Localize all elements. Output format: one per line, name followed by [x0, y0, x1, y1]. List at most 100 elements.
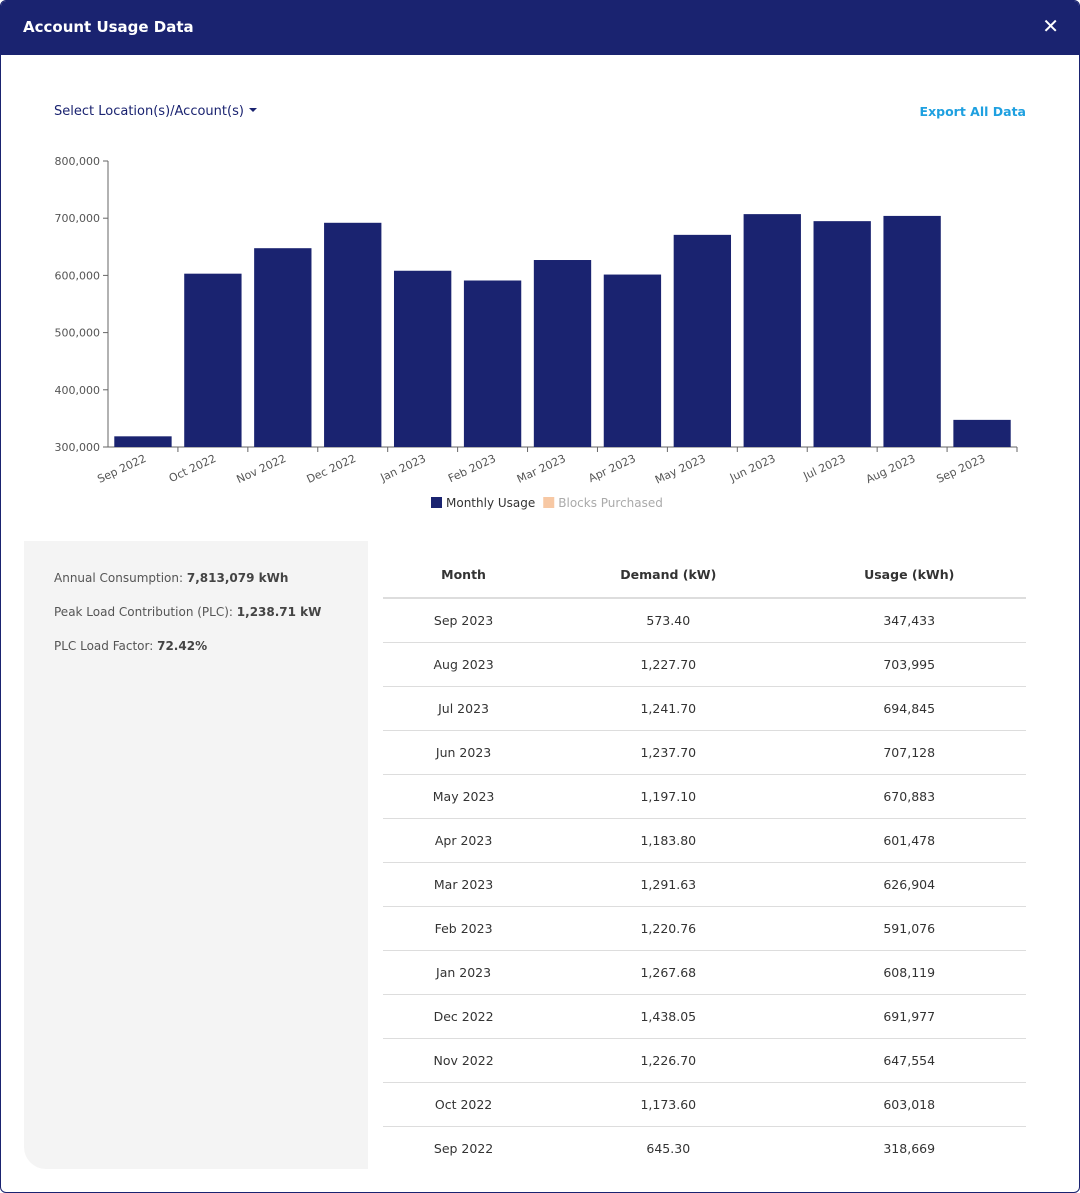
y-tick-label: 700,000	[55, 212, 101, 225]
table-cell: 707,128	[792, 730, 1026, 775]
x-tick-label: Jun 2023	[727, 452, 778, 485]
y-tick-label: 500,000	[55, 327, 101, 340]
table-row: Jan 2023 1,267.68 608,119	[383, 950, 1026, 995]
table-cell: 691,977	[792, 994, 1026, 1039]
bar	[533, 260, 592, 447]
bar	[463, 280, 522, 447]
bar	[114, 436, 172, 447]
export-link[interactable]: Export All Data	[919, 104, 1026, 119]
table-cell: 1,173.60	[544, 1082, 793, 1127]
x-tick-label: Jan 2023	[378, 452, 428, 485]
close-button[interactable]: ✕	[1042, 14, 1059, 38]
table-cell: 603,018	[792, 1082, 1026, 1127]
table-row: May 2023 1,197.10 670,883	[383, 774, 1026, 819]
table-cell: Nov 2022	[383, 1038, 545, 1083]
x-tick-label: Dec 2022	[305, 452, 358, 486]
table-cell: 573.40	[544, 598, 793, 643]
table-row: Sep 2023 573.40 347,433	[383, 598, 1026, 643]
table-cell: 1,197.10	[544, 774, 793, 819]
bar	[883, 215, 941, 447]
legend-swatch	[431, 497, 442, 508]
legend-label: Blocks Purchased	[558, 496, 663, 510]
bar	[184, 273, 242, 447]
table-cell: Feb 2023	[383, 906, 545, 951]
table-row: Aug 2023 1,227.70 703,995	[383, 642, 1026, 687]
summary-value: 1,238.71 kW	[236, 605, 322, 619]
table-row: Jun 2023 1,237.70 707,128	[383, 730, 1026, 775]
summary-item: Peak Load Contribution (PLC): 1,238.71 k…	[54, 605, 321, 619]
table-cell: 318,669	[883, 1141, 936, 1156]
y-tick-label: 300,000	[55, 441, 101, 454]
table-row: Mar 2023 1,291.63 626,904	[383, 862, 1026, 907]
table-cell: 1,237.70	[544, 730, 793, 775]
x-tick-label: Sep 2023	[934, 452, 987, 486]
table-cell: 1,220.76	[544, 906, 793, 951]
column-header: Usage (kWh)	[792, 551, 1026, 599]
table-cell: 591,076	[792, 906, 1026, 951]
summary-item: Annual Consumption: 7,813,079 kWh	[54, 571, 288, 585]
x-tick-label: Apr 2023	[586, 452, 637, 485]
x-tick-label: May 2023	[653, 452, 708, 487]
table-cell: 670,883	[792, 774, 1026, 819]
table-row: Oct 2022 1,173.60 603,018	[383, 1082, 1026, 1127]
table-cell: 1,291.63	[544, 862, 793, 907]
table-cell: 703,995	[792, 642, 1026, 687]
legend-label: Monthly Usage	[446, 496, 535, 510]
bar	[254, 248, 312, 447]
table-header: Month Demand (kW) Usage (kWh)	[383, 551, 1026, 599]
table-cell: 1,183.80	[544, 818, 793, 863]
column-header: Demand (kW)	[544, 551, 793, 599]
table-cell: 647,554	[792, 1038, 1026, 1083]
x-tick-label: Oct 2022	[167, 452, 218, 485]
usage-table: Month Demand (kW) Usage (kWh) Sep 2023 573.4…	[383, 551, 1026, 1170]
table-cell: 1,267.68	[544, 950, 793, 995]
table-cell: 1,438.05	[544, 994, 793, 1039]
table-cell: 1,226.70	[544, 1038, 793, 1083]
chart: 300,000 400,000 500,000 600,000 700,000 800,0…	[55, 155, 1018, 510]
table-row: Nov 2022 1,226.70 647,554	[383, 1038, 1026, 1083]
table-cell: 1,227.70	[544, 642, 793, 687]
x-tick-label: Aug 2023	[864, 452, 918, 486]
table-cell: 626,904	[792, 862, 1026, 907]
bar	[324, 222, 382, 447]
summary-label: Peak Load Contribution (PLC):	[54, 605, 233, 619]
table-cell: Oct 2022	[383, 1082, 545, 1127]
table-row: Feb 2023 1,220.76 591,076	[383, 906, 1026, 951]
bar	[953, 419, 1011, 447]
table-cell: May 2023	[383, 774, 545, 819]
y-tick-label: 800,000	[55, 155, 101, 168]
table-cell: 347,433	[792, 598, 1026, 643]
bar	[673, 234, 732, 447]
y-tick-label: 600,000	[55, 269, 101, 282]
table-cell: Jun 2023	[383, 730, 545, 775]
table-cell: 601,478	[792, 818, 1026, 863]
summary-item: PLC Load Factor: 72.42%	[54, 639, 207, 653]
table-cell: Sep 2023	[383, 598, 545, 643]
x-tick-label: Jul 2023	[800, 452, 847, 483]
table-cell: 694,845	[792, 686, 1026, 731]
table-cell: 1,241.70	[544, 686, 793, 731]
table-row: Apr 2023 1,183.80 601,478	[383, 818, 1026, 863]
summary-value: 7,813,079 kWh	[186, 571, 289, 585]
table-cell: 608,119	[792, 950, 1026, 995]
table-cell: Dec 2022	[383, 994, 545, 1039]
table-cell: Aug 2023	[383, 642, 545, 687]
table-row: Jul 2023 1,241.70 694,845	[383, 686, 1026, 731]
bar	[743, 214, 801, 447]
modal-title: Account Usage Data	[23, 18, 194, 36]
summary-label: Annual Consumption:	[54, 571, 184, 585]
header: Account Usage Data ✕	[1, 1, 1079, 55]
x-tick-label: Mar 2023	[515, 452, 568, 486]
bar	[393, 270, 452, 447]
table-cell: 645.30	[646, 1141, 691, 1156]
table-cell: Jan 2023	[383, 950, 545, 995]
x-tick-label: Nov 2022	[235, 452, 289, 486]
summary-value: 72.42%	[157, 639, 208, 653]
table-row: Dec 2022 1,438.05 691,977	[383, 994, 1026, 1039]
table-row: Sep 2022 645.30 318,669	[383, 1127, 1026, 1171]
table-cell: Jul 2023	[383, 686, 545, 731]
summary-label: PLC Load Factor:	[54, 639, 154, 653]
location-select[interactable]: Select Location(s)/Account(s)	[54, 104, 257, 119]
x-tick-label: Feb 2023	[446, 452, 498, 485]
